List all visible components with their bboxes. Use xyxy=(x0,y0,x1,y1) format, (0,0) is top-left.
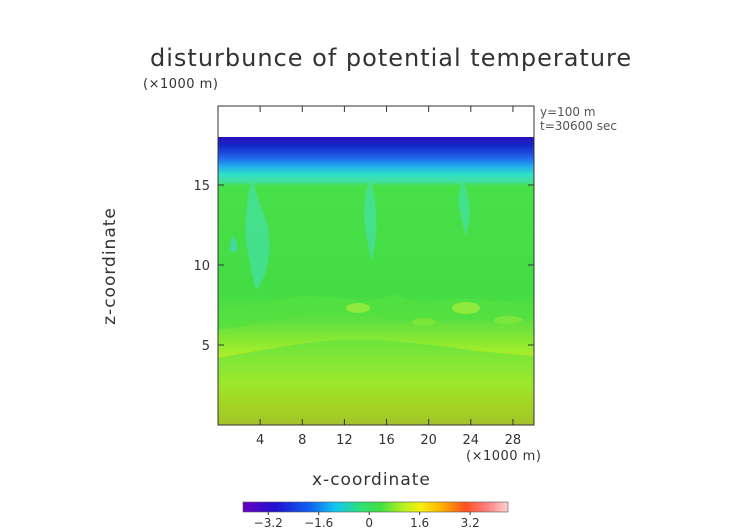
y-tick-label: 10 xyxy=(193,259,210,274)
x-tick-label: 16 xyxy=(378,433,395,448)
colorbar-tick-label: −3.2 xyxy=(254,516,283,530)
field-plume xyxy=(364,178,377,262)
colorbar-tick-label: 0 xyxy=(365,516,373,530)
y-axis: 5 10 15 xyxy=(193,179,534,354)
x-axis: 4 8 12 16 20 24 28 xyxy=(256,106,521,448)
field-blob xyxy=(412,318,436,326)
y-tick-label: 5 xyxy=(202,339,210,354)
field-plume xyxy=(245,178,270,290)
colorbar-ticks: −3.2 −1.6 0 1.6 3.2 xyxy=(254,512,480,530)
colorbar-tick-label: 1.6 xyxy=(410,516,429,530)
x-tick-label: 20 xyxy=(420,433,437,448)
field-blob xyxy=(230,236,238,253)
x-tick-label: 4 xyxy=(256,433,264,448)
annotation-y: y=100 m xyxy=(540,105,596,119)
temperature-field xyxy=(218,106,534,425)
x-axis-label: x-coordinate xyxy=(312,470,431,490)
y-tick-label: 15 xyxy=(193,179,210,194)
chart-title: disturbunce of potential temperature xyxy=(150,44,633,72)
field-blob xyxy=(346,303,370,313)
field-blob xyxy=(494,316,522,324)
x-tick-label: 8 xyxy=(298,433,306,448)
x-tick-label: 24 xyxy=(463,433,480,448)
colorbar xyxy=(242,501,509,513)
colorbar-tick-label: −1.6 xyxy=(304,516,333,530)
x-tick-label: 12 xyxy=(336,433,353,448)
x-tick-label: 28 xyxy=(505,433,522,448)
colorbar-tick-label: 3.2 xyxy=(461,516,480,530)
y-axis-unit: (×1000 m) xyxy=(143,77,219,92)
field-contour-band xyxy=(218,294,534,330)
x-axis-unit: (×1000 m) xyxy=(466,449,542,464)
field-lower-band xyxy=(218,339,534,425)
field-blob xyxy=(452,302,480,314)
field-empty-top xyxy=(218,106,534,137)
field-plume xyxy=(458,178,470,236)
annotation-time: t=30600 sec xyxy=(540,119,617,133)
